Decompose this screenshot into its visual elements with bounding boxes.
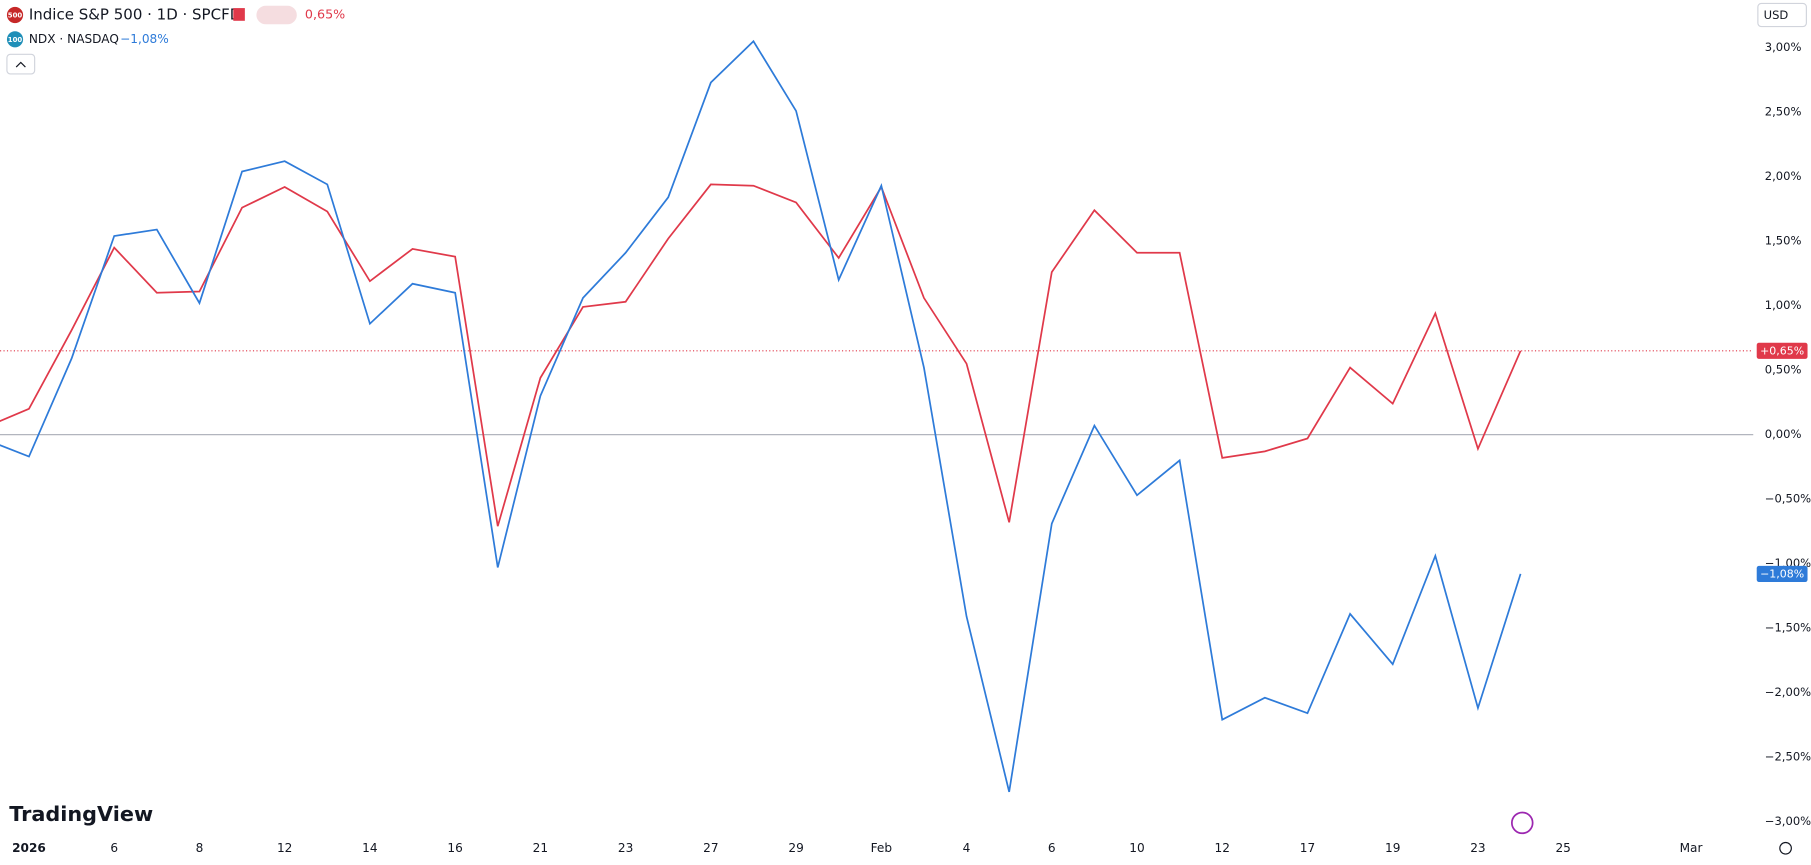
x-tick-label: Feb xyxy=(871,841,893,855)
currency: USD xyxy=(1764,8,1789,22)
x-tick-label: 10 xyxy=(1129,841,1144,855)
x-tick-label: 6 xyxy=(1048,841,1056,855)
y-tick-label: 2,00% xyxy=(1765,169,1802,183)
y-tick-label: 1,00% xyxy=(1765,298,1802,312)
y-tick-label: 2,50% xyxy=(1765,105,1802,119)
x-tick-label: 6 xyxy=(110,841,118,855)
brand: TradingView xyxy=(9,802,153,826)
bolt-button[interactable] xyxy=(1510,811,1534,835)
x-tick-label: 25 xyxy=(1555,841,1570,855)
y-tick-label: 0,50% xyxy=(1765,363,1802,377)
icon-label: 500 xyxy=(8,12,23,20)
x-tick-label: 2026 xyxy=(12,841,46,855)
y-tick-label: −3,00% xyxy=(1765,814,1811,828)
series-line xyxy=(0,183,1522,527)
x-tick-label: Mar xyxy=(1680,841,1703,855)
x-tick-label: 29 xyxy=(788,841,803,855)
x-tick-label: 12 xyxy=(1215,841,1230,855)
last-value-label: −1,08% xyxy=(1760,567,1804,580)
series-change: −1,08% xyxy=(120,32,169,46)
y-tick-label: 3,00% xyxy=(1765,40,1802,54)
icon-label: 100 xyxy=(8,36,23,44)
x-tick-label: 27 xyxy=(703,841,718,855)
currency-button[interactable] xyxy=(1757,2,1807,28)
last-value-badge xyxy=(1756,565,1808,582)
y-tick-label: 0,00% xyxy=(1765,427,1802,441)
x-tick-label: 8 xyxy=(196,841,204,855)
x-tick-label: 21 xyxy=(533,841,548,855)
toggle[interactable] xyxy=(256,5,297,25)
series-name: NDX · NASDAQ xyxy=(29,32,119,46)
icon xyxy=(6,31,24,48)
x-tick-label: 16 xyxy=(447,841,462,855)
last-value-badge xyxy=(1756,342,1808,359)
series-name: Indice S&P 500 · 1D · SPCFD xyxy=(29,6,241,24)
x-tick-label: 4 xyxy=(963,841,971,855)
collapse-icon xyxy=(15,61,26,68)
y-tick-label: −1,50% xyxy=(1765,621,1811,635)
last-value-label: +0,65% xyxy=(1760,344,1804,357)
collapse-button[interactable] xyxy=(6,53,36,75)
y-tick-label: −2,50% xyxy=(1765,750,1811,764)
series-change: 0,65% xyxy=(305,7,345,22)
x-tick-label: 19 xyxy=(1385,841,1400,855)
y-tick-label: −2,00% xyxy=(1765,685,1811,699)
icon xyxy=(6,6,24,24)
flag[interactable] xyxy=(233,8,245,21)
lines-layer xyxy=(0,39,1522,793)
x-tick-label: 14 xyxy=(362,841,378,855)
x-tick-label: 23 xyxy=(1470,841,1485,855)
x-tick-label: 12 xyxy=(277,841,292,855)
y-tick-label: −0,50% xyxy=(1765,492,1811,506)
x-tick-label: 23 xyxy=(618,841,633,855)
series-line xyxy=(0,39,1522,793)
overlay-layer: −3,00%−2,50%−2,00%−1,50%−1,00%−0,50%0,00… xyxy=(12,40,1811,855)
settings-button[interactable] xyxy=(1779,841,1792,855)
x-tick-label: 17 xyxy=(1300,841,1315,855)
y-tick-label: 1,50% xyxy=(1765,234,1802,248)
